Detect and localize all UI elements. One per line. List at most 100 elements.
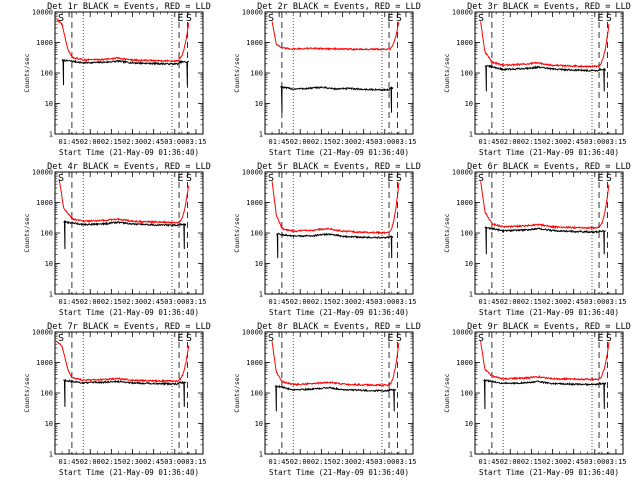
- x-tick-label: 02:45: [563, 298, 584, 306]
- start-marker-label: S: [478, 333, 484, 344]
- y-tick-label: 1000: [36, 199, 53, 207]
- start-marker-label: S: [58, 333, 64, 344]
- start-marker-label: S: [58, 13, 64, 24]
- events-series-line: [63, 378, 187, 407]
- y-tick-label: 100: [460, 70, 473, 78]
- y-tick-label: 1000: [456, 359, 473, 367]
- y-tick-label: 1: [469, 131, 473, 139]
- y-tick-label: 10000: [242, 329, 263, 337]
- y-tick-label: 10: [465, 100, 473, 108]
- x-tick-label: 03:00: [164, 138, 185, 146]
- y-tick-label: 10000: [32, 9, 53, 17]
- x-tick-label: 01:45: [269, 458, 290, 466]
- x-tick-label: 03:15: [185, 458, 206, 466]
- x-tick-label: 03:00: [584, 298, 605, 306]
- x-tick-label: 01:45: [59, 298, 80, 306]
- lld-series-line: [271, 181, 400, 235]
- y-axis-label: Counts/sec: [233, 373, 241, 412]
- plot-frame: [474, 11, 624, 135]
- x-tick-label: 03:00: [584, 138, 605, 146]
- x-tick-label: 02:15: [101, 458, 122, 466]
- y-tick-label: 1: [259, 291, 263, 299]
- x-tick-label: 02:00: [290, 298, 311, 306]
- end-marker-label: E: [597, 13, 603, 24]
- panel-title: Det 3r BLACK = Events, RED = LLD: [467, 2, 631, 12]
- start-marker-label: S: [396, 13, 402, 24]
- x-tick-label: 03:15: [605, 138, 626, 146]
- x-tick-label: 03:00: [374, 298, 395, 306]
- x-tick-label: 02:00: [500, 458, 521, 466]
- start-marker-label: S: [186, 333, 192, 344]
- y-tick-label: 10: [45, 420, 53, 428]
- x-tick-label: 03:00: [164, 458, 185, 466]
- y-tick-label: 10000: [32, 169, 53, 177]
- x-axis-label: Start Time (21-May-09 01:36:40): [479, 468, 619, 477]
- start-marker-label: S: [478, 173, 484, 184]
- plot-frame: [54, 11, 204, 135]
- x-tick-label: 02:15: [101, 138, 122, 146]
- y-tick-label: 10: [255, 260, 263, 268]
- y-axis-label: Counts/sec: [23, 53, 31, 92]
- x-tick-label: 02:45: [563, 458, 584, 466]
- lld-series-line: [271, 341, 400, 388]
- panel-title: Det 8r BLACK = Events, RED = LLD: [257, 322, 421, 332]
- panel-det-8: Det 8r BLACK = Events, RED = LLD Counts/s…: [233, 322, 421, 477]
- events-series-line: [61, 58, 190, 86]
- x-tick-label: 02:45: [143, 458, 164, 466]
- events-series-line: [280, 85, 394, 113]
- y-axis-label: Counts/sec: [23, 373, 31, 412]
- x-tick-label: 01:45: [269, 138, 290, 146]
- panel-det-6: Det 6r BLACK = Events, RED = LLD Counts/s…: [443, 162, 631, 317]
- x-tick-label: 02:00: [290, 458, 311, 466]
- plot-frame: [474, 331, 624, 455]
- y-axis-label: Counts/sec: [233, 213, 241, 252]
- y-tick-label: 1: [49, 291, 53, 299]
- y-tick-label: 1000: [456, 39, 473, 47]
- x-tick-label: 03:00: [374, 458, 395, 466]
- x-tick-label: 02:30: [122, 298, 143, 306]
- plot-frame: [264, 11, 414, 135]
- x-axis-label: Start Time (21-May-09 01:36:40): [269, 468, 409, 477]
- lld-series-line: [480, 21, 610, 69]
- x-tick-label: 02:30: [332, 138, 353, 146]
- start-marker-label: S: [396, 333, 402, 344]
- y-tick-label: 1: [49, 131, 53, 139]
- x-tick-label: 01:45: [59, 138, 80, 146]
- y-tick-label: 100: [250, 390, 263, 398]
- plot-frame: [474, 171, 624, 295]
- start-marker-label: S: [396, 173, 402, 184]
- x-tick-label: 02:15: [521, 458, 542, 466]
- x-tick-label: 01:45: [479, 458, 500, 466]
- end-marker-label: E: [387, 13, 393, 24]
- y-axis-label: Counts/sec: [23, 213, 31, 252]
- y-tick-label: 10: [45, 260, 53, 268]
- x-tick-label: 02:15: [311, 298, 332, 306]
- events-series-line: [484, 226, 606, 255]
- x-tick-label: 02:30: [542, 138, 563, 146]
- panel-title: Det 6r BLACK = Events, RED = LLD: [467, 162, 631, 172]
- y-tick-label: 1: [469, 291, 473, 299]
- y-tick-label: 1000: [36, 39, 53, 47]
- y-tick-label: 1000: [36, 359, 53, 367]
- panel-det-3: Det 3r BLACK = Events, RED = LLD Counts/s…: [443, 2, 631, 157]
- end-marker-label: E: [597, 173, 603, 184]
- y-tick-label: 10: [255, 420, 263, 428]
- x-tick-label: 02:45: [143, 138, 164, 146]
- x-tick-label: 02:45: [563, 138, 584, 146]
- x-tick-label: 03:15: [605, 458, 626, 466]
- x-tick-label: 03:15: [395, 138, 416, 146]
- panel-det-4: Det 4r BLACK = Events, RED = LLD Counts/s…: [23, 162, 211, 317]
- start-marker-label: S: [268, 173, 274, 184]
- y-axis-label: Counts/sec: [233, 53, 241, 92]
- x-tick-label: 02:45: [143, 298, 164, 306]
- x-axis-label: Start Time (21-May-09 01:36:40): [59, 308, 199, 317]
- x-tick-label: 02:45: [353, 458, 374, 466]
- lld-series-line: [56, 340, 190, 384]
- y-tick-label: 10000: [452, 169, 473, 177]
- panel-det-2: Det 2r BLACK = Events, RED = LLD Counts/s…: [233, 2, 421, 157]
- panel-title: Det 4r BLACK = Events, RED = LLD: [47, 162, 211, 172]
- start-marker-label: S: [268, 13, 274, 24]
- y-tick-label: 1: [259, 451, 263, 459]
- x-tick-label: 02:15: [311, 138, 332, 146]
- panel-det-1: Det 1r BLACK = Events, RED = LLD Counts/s…: [23, 2, 211, 157]
